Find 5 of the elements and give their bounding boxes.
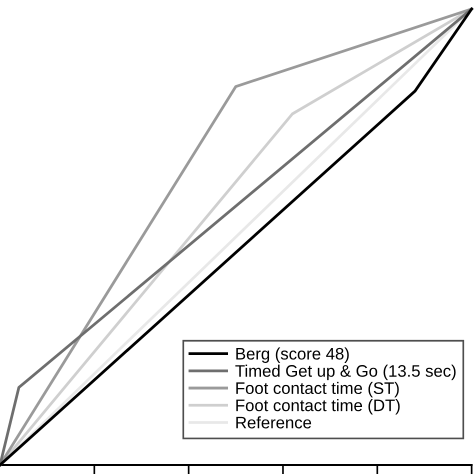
legend-label: Berg (score 48) [236,347,349,363]
legend-label: Foot contact time (ST) [236,382,399,398]
legend-label: Foot contact time (DT) [236,399,400,415]
legend-label: Reference [236,416,312,428]
legend-label: Timed Get up & Go (13.5 sec) [235,364,456,380]
